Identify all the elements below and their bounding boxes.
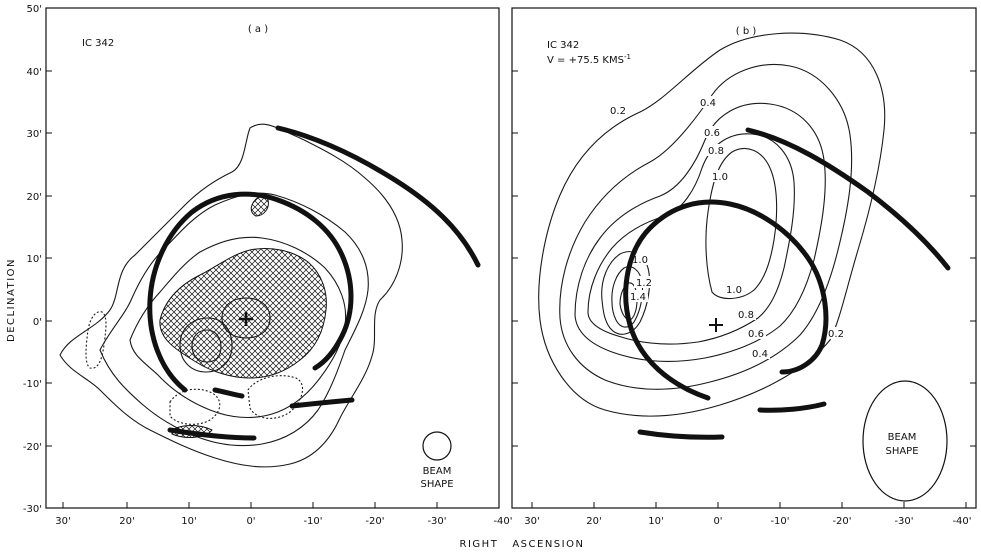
y-tick-label: 50': [27, 4, 42, 15]
panel-a-x-ticks: [62, 502, 500, 508]
panel-b-center-marker: [709, 318, 723, 332]
x-tick-label: 10': [181, 516, 196, 527]
panel-b-ring: [623, 127, 951, 440]
contour-left-dip: [85, 311, 107, 369]
panel-a-object: IC 342: [82, 38, 114, 49]
ring-b-arc-a: [623, 199, 829, 401]
panel-b-label: ( b ): [736, 26, 757, 37]
panel-b-object: IC 342: [547, 40, 579, 51]
ring-arc-a: [147, 191, 354, 393]
contour-label: 1.2: [636, 278, 652, 289]
beam-circle: [422, 431, 452, 461]
y-tick-label: -20': [23, 442, 42, 453]
hatched-region: [159, 248, 327, 379]
center-marker: [239, 312, 253, 326]
ring-b-arc-d: [757, 401, 827, 413]
contour-b-0-8: [587, 133, 795, 345]
y-tick-label: 10': [27, 254, 42, 265]
beam-label-line2: SHAPE: [420, 479, 453, 490]
beam-b-label-line1: BEAM: [888, 432, 917, 443]
x-axis-title: RIGHT ASCENSION: [460, 539, 585, 550]
panel-b-y-ticks: [512, 70, 976, 447]
y-tick-label: 20': [27, 192, 42, 203]
y-tick-label: 0': [33, 317, 42, 328]
x-tick-label: 0': [246, 516, 255, 527]
ring-b-arc-b: [745, 127, 951, 271]
x-tick-label: 30': [55, 516, 70, 527]
contour-b-1-0-west: [601, 251, 651, 335]
panel-b-contour-labels: 0.2 0.4 0.6 0.8 1.0 1.0 1.2 1.4 1.0 0.8 …: [608, 96, 846, 360]
panel-a-y-ticks: [46, 7, 52, 509]
y-tick-label: -10': [23, 379, 42, 390]
y-tick-label: 30': [27, 129, 42, 140]
contour-outer: [59, 123, 403, 468]
beam-b-label-line2: SHAPE: [885, 446, 918, 457]
ring-arc-b: [275, 125, 481, 268]
panel-a: 50' 40' 30' 20' 10' 0' -10' -20' -30' 30…: [23, 4, 513, 527]
contour-label: 0.6: [748, 329, 764, 340]
contour-label: 0.4: [700, 98, 716, 109]
velocity-exponent: -1: [624, 53, 631, 61]
contour-b-1-2: [611, 266, 644, 328]
contour-b-0-6: [574, 102, 826, 362]
contour-label: 1.0: [726, 285, 742, 296]
panel-b-x-ticks: [531, 502, 967, 508]
contour-label: 1.0: [712, 172, 728, 183]
x-tick-label: -20': [365, 516, 384, 527]
y-tick-label: -30': [23, 504, 42, 515]
panel-a-label: ( a ): [248, 24, 268, 35]
contour-b-0-2: [538, 32, 886, 417]
beam-ellipse: [862, 380, 948, 502]
ring-arc-e: [289, 397, 355, 409]
beam-label-line1: BEAM: [423, 466, 452, 477]
ring-arc-d: [167, 427, 257, 441]
velocity-value: V = +75.5 KMS: [547, 55, 624, 66]
ring-b-arc-c: [637, 429, 725, 440]
contour-label: 0.4: [752, 349, 768, 360]
contour-south-dip: [169, 388, 221, 425]
x-tick-label: 20': [119, 516, 134, 527]
panel-a-ring: [147, 125, 481, 441]
contour-south-dip-2: [247, 375, 304, 419]
contour-label: 0.2: [828, 329, 844, 340]
y-axis-title: DECLINATION: [6, 258, 17, 342]
contour-nested-1: [179, 317, 233, 373]
x-tick-label: 30': [524, 516, 539, 527]
contour-b-1-0-north: [705, 148, 778, 300]
hatched-inner-contour: [221, 297, 271, 339]
contour-label: 0.2: [610, 106, 626, 117]
x-tick-label: -30': [427, 516, 446, 527]
contour-label: 0.8: [708, 146, 724, 157]
contour-label: 0.8: [738, 310, 754, 321]
hatched-small-1: [250, 196, 269, 217]
x-tick-label: -40': [952, 516, 971, 527]
x-tick-label: 0': [713, 516, 722, 527]
contour-b-0-4: [559, 63, 853, 390]
x-tick-label: -30': [894, 516, 913, 527]
x-tick-label: 10': [648, 516, 663, 527]
panel-b-velocity: V = +75.5 KMS-1: [547, 53, 631, 66]
x-tick-label: -10': [770, 516, 789, 527]
x-tick-label: 20': [586, 516, 601, 527]
contour-label: 1.4: [630, 292, 646, 303]
panel-b-contours: [538, 32, 886, 417]
x-tick-label: -20': [832, 516, 851, 527]
x-tick-label: -40': [493, 516, 512, 527]
contour-label: 1.0: [632, 255, 648, 266]
contour-nested-2: [191, 329, 222, 363]
contour-label: 0.6: [704, 128, 720, 139]
y-tick-label: 40': [27, 67, 42, 78]
ring-arc-c: [212, 387, 245, 399]
panel-b: 30' 20' 10' 0' -10' -20' -30' -40' ( b )…: [511, 7, 977, 527]
x-tick-label: -10': [303, 516, 322, 527]
